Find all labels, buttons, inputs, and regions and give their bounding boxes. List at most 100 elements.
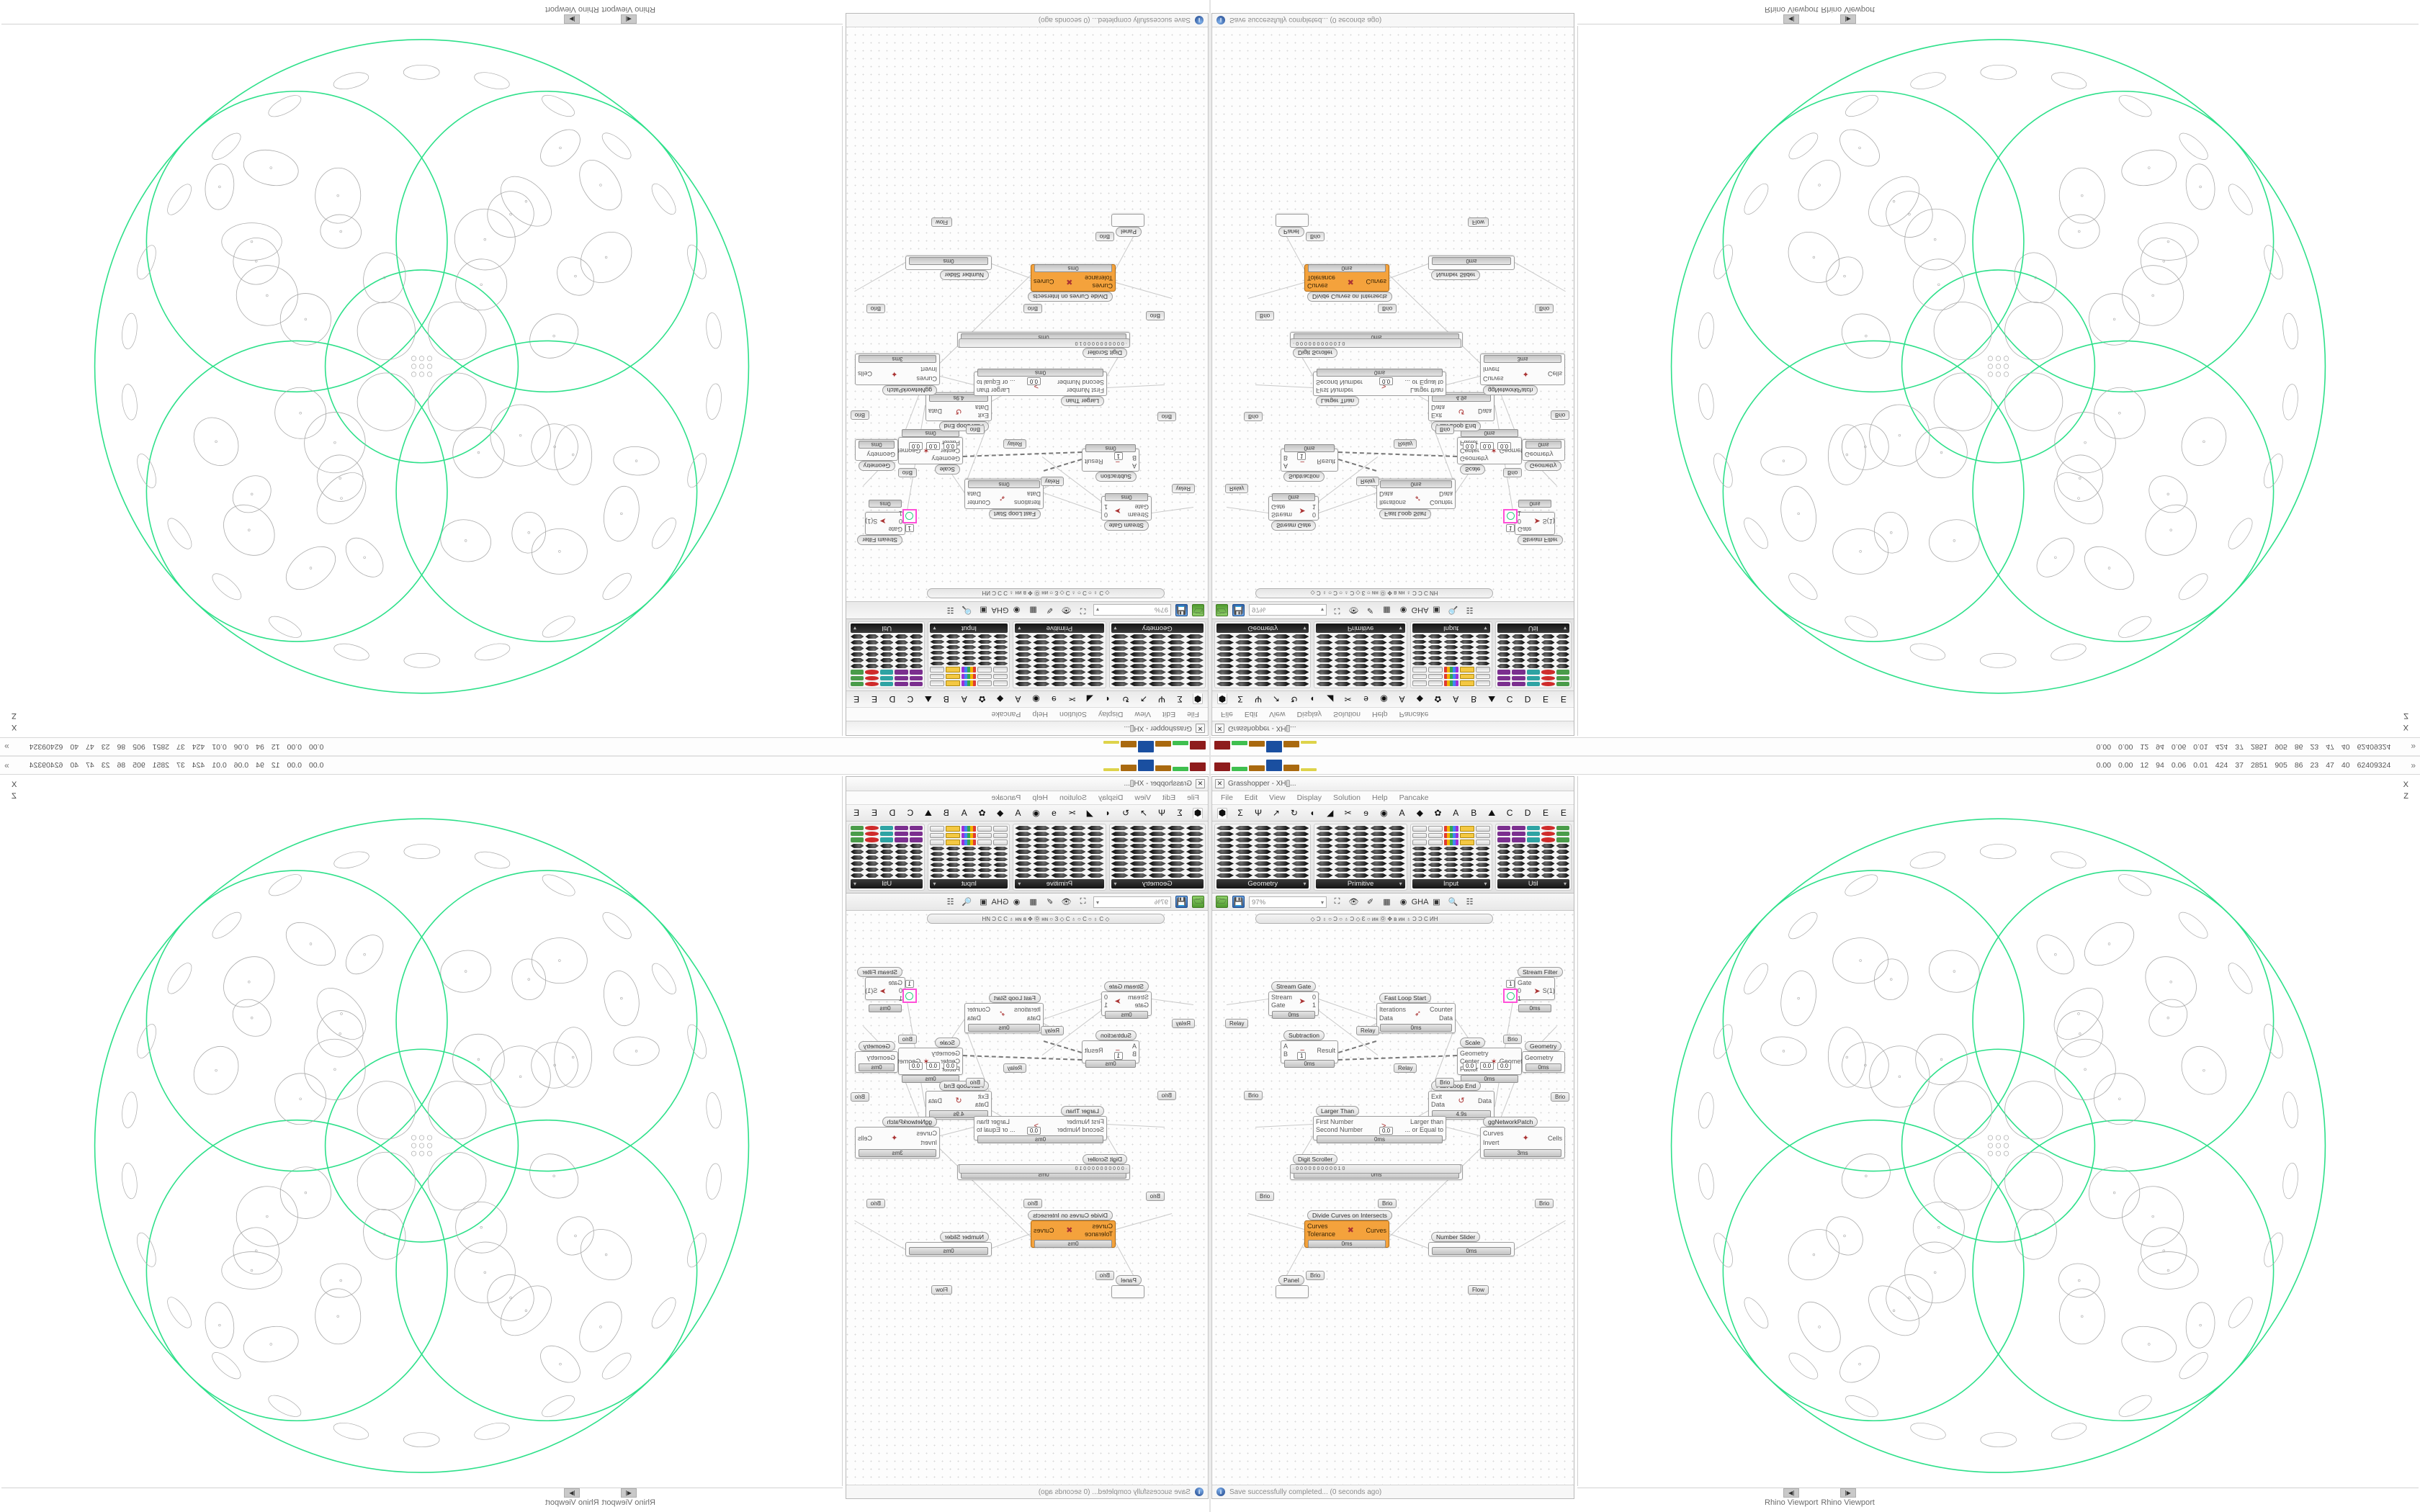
extra-c-tab[interactable]: C <box>1506 808 1513 818</box>
node-label-geometry-node[interactable]: Geometry <box>1525 461 1562 471</box>
box-icon[interactable] <box>1216 646 1234 650</box>
node-geometry-node[interactable]: Geometry 0ms <box>1522 439 1565 461</box>
relay-node[interactable]: Relay <box>1225 1019 1249 1028</box>
node-output-port[interactable]: ... or Equal to <box>977 379 1016 386</box>
node-input-port[interactable]: Iterations <box>1013 1005 1041 1013</box>
surface-tab[interactable]: ◖ <box>1105 694 1111 704</box>
curve-tab[interactable]: ↻ <box>1122 808 1130 818</box>
material-swatch[interactable] <box>1283 764 1299 771</box>
reverse-icon[interactable] <box>851 640 864 644</box>
knob-icon[interactable] <box>946 832 961 839</box>
boolean-icon[interactable] <box>977 826 992 832</box>
extra-f-tab[interactable]: E <box>853 694 860 704</box>
srf-icon[interactable] <box>1254 832 1272 837</box>
jitter-icon[interactable] <box>1497 664 1510 668</box>
arc-icon[interactable] <box>1168 855 1185 860</box>
value-field-center-y[interactable]: 0.0 <box>1480 1062 1494 1070</box>
stream-icon[interactable] <box>1541 652 1555 657</box>
spiral-icon[interactable] <box>1130 826 1147 830</box>
mesh-icon[interactable] <box>1168 676 1185 680</box>
mesh-icon[interactable] <box>1168 640 1185 644</box>
kangaroo-tab[interactable]: ✿ <box>1434 808 1442 818</box>
knob-icon[interactable] <box>946 673 961 680</box>
value-field-b-value[interactable]: 1 <box>1113 452 1123 460</box>
node-output-port[interactable]: Larger than <box>977 1118 1010 1125</box>
panel-icon[interactable] <box>993 645 1008 649</box>
material-swatch[interactable] <box>1103 741 1119 744</box>
node-number-slider[interactable]: 0ms <box>1428 256 1515 270</box>
burst-icon[interactable] <box>1069 646 1085 650</box>
menu-item-display[interactable]: Display <box>1296 710 1322 719</box>
toggle-icon[interactable] <box>977 852 992 856</box>
box-icon[interactable] <box>1216 682 1234 686</box>
cube-icon[interactable] <box>1389 640 1405 644</box>
pancake-gem-tab[interactable]: ◆ <box>1416 808 1424 818</box>
node-label-fast-loop-start[interactable]: Fast Loop Start <box>988 993 1041 1003</box>
node-input-port[interactable]: A <box>1283 462 1289 469</box>
rhino-viewport[interactable]: X Z <box>1577 776 2419 1486</box>
node-output-port[interactable]: Counter <box>1429 499 1453 507</box>
color-icon[interactable] <box>1412 634 1427 639</box>
value-field-second-number[interactable]: 0.0 <box>1379 1127 1394 1135</box>
shift-icon[interactable] <box>1541 640 1555 644</box>
viewport-tab-label[interactable]: Rhino Viewport <box>1765 5 1819 14</box>
node-input-port[interactable]: 1 <box>898 995 902 1002</box>
cone-icon[interactable] <box>1069 658 1085 662</box>
viewport-tab-label[interactable]: Rhino Viewport <box>545 5 599 14</box>
relay-icon[interactable] <box>851 855 864 860</box>
node-input-port[interactable]: Center <box>1460 1058 1480 1065</box>
node-label-stream-filter[interactable]: Stream Filter <box>857 967 902 977</box>
sphere-icon[interactable] <box>1088 658 1104 662</box>
m-icon[interactable] <box>1015 861 1031 865</box>
graft-icon[interactable] <box>895 832 908 837</box>
sort-icon[interactable] <box>1556 646 1570 650</box>
extra-c-tab[interactable]: C <box>907 694 914 704</box>
cull-icon[interactable] <box>1497 675 1511 680</box>
wedge-icon[interactable] <box>1353 652 1369 657</box>
box-icon[interactable] <box>1216 843 1234 848</box>
line-icon[interactable] <box>1235 826 1253 831</box>
burst-icon[interactable] <box>1335 682 1351 686</box>
listitem-icon[interactable] <box>1541 826 1555 831</box>
relay-node[interactable]: Brio <box>1023 304 1042 313</box>
path-icon[interactable] <box>1428 873 1443 878</box>
preview-eye-icon[interactable]: 👁 <box>1348 898 1359 906</box>
chevron-expand-icon[interactable]: » <box>4 760 9 770</box>
node-output-port[interactable]: ... or Equal to <box>1404 1126 1443 1133</box>
brep-icon[interactable] <box>1186 850 1204 854</box>
relay-node[interactable]: Brio <box>1023 1199 1042 1208</box>
wedge-icon[interactable] <box>1352 837 1369 842</box>
boolean-icon[interactable] <box>1428 645 1443 649</box>
file-icon[interactable] <box>1475 846 1490 851</box>
node-number-slider[interactable]: 0ms <box>905 1242 992 1256</box>
relay-node[interactable]: Brio <box>897 468 917 477</box>
node-divide-curves[interactable]: Curves Tolerance ✖ Curves 0ms <box>1031 264 1116 292</box>
node-label-subtraction[interactable]: Subtraction <box>1283 472 1325 482</box>
pt-icon[interactable] <box>1111 868 1129 872</box>
tri-icon[interactable] <box>1273 873 1291 878</box>
colour-swatch-node[interactable] <box>1503 509 1518 523</box>
node-label-stream-filter[interactable]: Stream Filter <box>1518 535 1563 545</box>
panel-icon[interactable] <box>993 826 1008 832</box>
flash-icon[interactable] <box>895 681 908 686</box>
node-label-network-patch[interactable]: ggNetworkPatch <box>882 1117 937 1127</box>
profiler-icon[interactable]: ▦ <box>1383 898 1391 906</box>
sort-icon[interactable] <box>1556 664 1570 668</box>
slider-icon[interactable] <box>1412 656 1427 660</box>
dispatch-icon[interactable] <box>1497 873 1511 878</box>
knob-icon[interactable] <box>1459 852 1474 856</box>
relay-node[interactable]: Relay <box>1003 439 1026 449</box>
node-stream-filter[interactable]: Gate 0 1 ➤ S(1) 0ms <box>1515 977 1555 1012</box>
plane-icon[interactable] <box>1291 861 1309 866</box>
menu-item-help[interactable]: Help <box>1032 710 1049 719</box>
toggle-icon[interactable] <box>1428 640 1443 644</box>
gradient-icon[interactable] <box>962 662 976 666</box>
star-icon[interactable] <box>1254 843 1272 848</box>
import-icon[interactable] <box>1459 857 1474 862</box>
merge-icon[interactable] <box>1527 652 1541 657</box>
m-icon[interactable] <box>1015 844 1031 848</box>
menu-item-file[interactable]: File <box>1187 710 1199 719</box>
node-label-number-slider[interactable]: Number Slider <box>939 270 989 280</box>
display-tab[interactable]: ◉ <box>1032 808 1040 818</box>
chevron-expand-icon[interactable]: » <box>2411 742 2416 752</box>
